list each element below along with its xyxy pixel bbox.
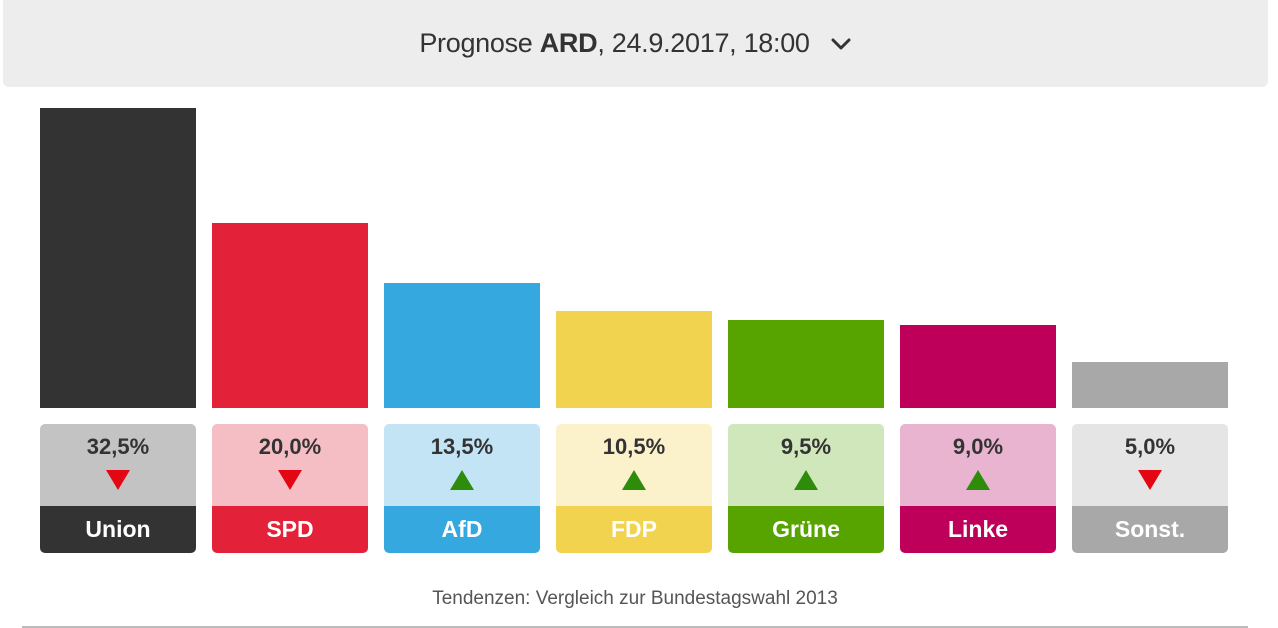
party-card-top: 32,5% (40, 424, 196, 506)
party-card-top: 9,5% (728, 424, 884, 506)
party-card-2: 13,5% AfD (384, 424, 540, 553)
trend-down-icon (106, 470, 130, 490)
forecast-datetime: , 24.9.2017, 18:00 (597, 28, 810, 58)
value-label: 9,5% (780, 434, 832, 459)
forecast-prefix: Prognose (419, 28, 533, 58)
forecast-institute: ARD (539, 28, 598, 58)
bar-5 (900, 324, 1056, 408)
trend-down-icon (278, 470, 302, 490)
party-card-top: 9,0% (900, 424, 1056, 506)
bar-6 (1072, 361, 1228, 408)
chevron-down-icon (831, 38, 851, 49)
party-card-top: 13,5% (384, 424, 540, 506)
party-name: Union (40, 506, 196, 553)
bar-4 (728, 320, 884, 408)
party-card-top: 5,0% (1072, 424, 1228, 506)
bar-2 (384, 283, 540, 408)
value-label: 13,5% (430, 434, 494, 459)
bar-0 (40, 108, 196, 408)
trend-up-icon (966, 470, 990, 490)
trend-up-icon (450, 470, 474, 490)
trend-footnote: Tendenzen: Vergleich zur Bundestagswahl … (432, 588, 838, 609)
value-label: 5,0% (1124, 434, 1176, 459)
party-card-top: 10,5% (556, 424, 712, 506)
value-label: 20,0% (258, 434, 322, 459)
party-card-1: 20,0% SPD (212, 424, 368, 553)
trend-up-icon (794, 470, 818, 490)
party-name: Linke (900, 506, 1056, 553)
party-name: Grüne (728, 506, 884, 553)
value-label: 10,5% (602, 434, 666, 459)
party-card-top: 20,0% (212, 424, 368, 506)
trend-up-icon (622, 470, 646, 490)
value-label: 32,5% (86, 434, 150, 459)
party-name: AfD (384, 506, 540, 553)
party-card-6: 5,0% Sonst. (1072, 424, 1228, 553)
party-card-4: 9,5% Grüne (728, 424, 884, 553)
party-card-0: 32,5% Union (40, 424, 196, 553)
party-name: FDP (556, 506, 712, 553)
party-card-3: 10,5% FDP (556, 424, 712, 553)
divider (22, 626, 1248, 628)
trend-down-icon (1138, 470, 1162, 490)
bar-1 (212, 223, 368, 408)
forecast-selector[interactable]: Prognose ARD, 24.9.2017, 18:00 (3, 0, 1268, 87)
bar-3 (556, 311, 712, 408)
party-card-5: 9,0% Linke (900, 424, 1056, 553)
forecast-title: Prognose ARD, 24.9.2017, 18:00 (419, 28, 810, 59)
party-name: Sonst. (1072, 506, 1228, 553)
value-label: 9,0% (952, 434, 1004, 459)
party-name: SPD (212, 506, 368, 553)
